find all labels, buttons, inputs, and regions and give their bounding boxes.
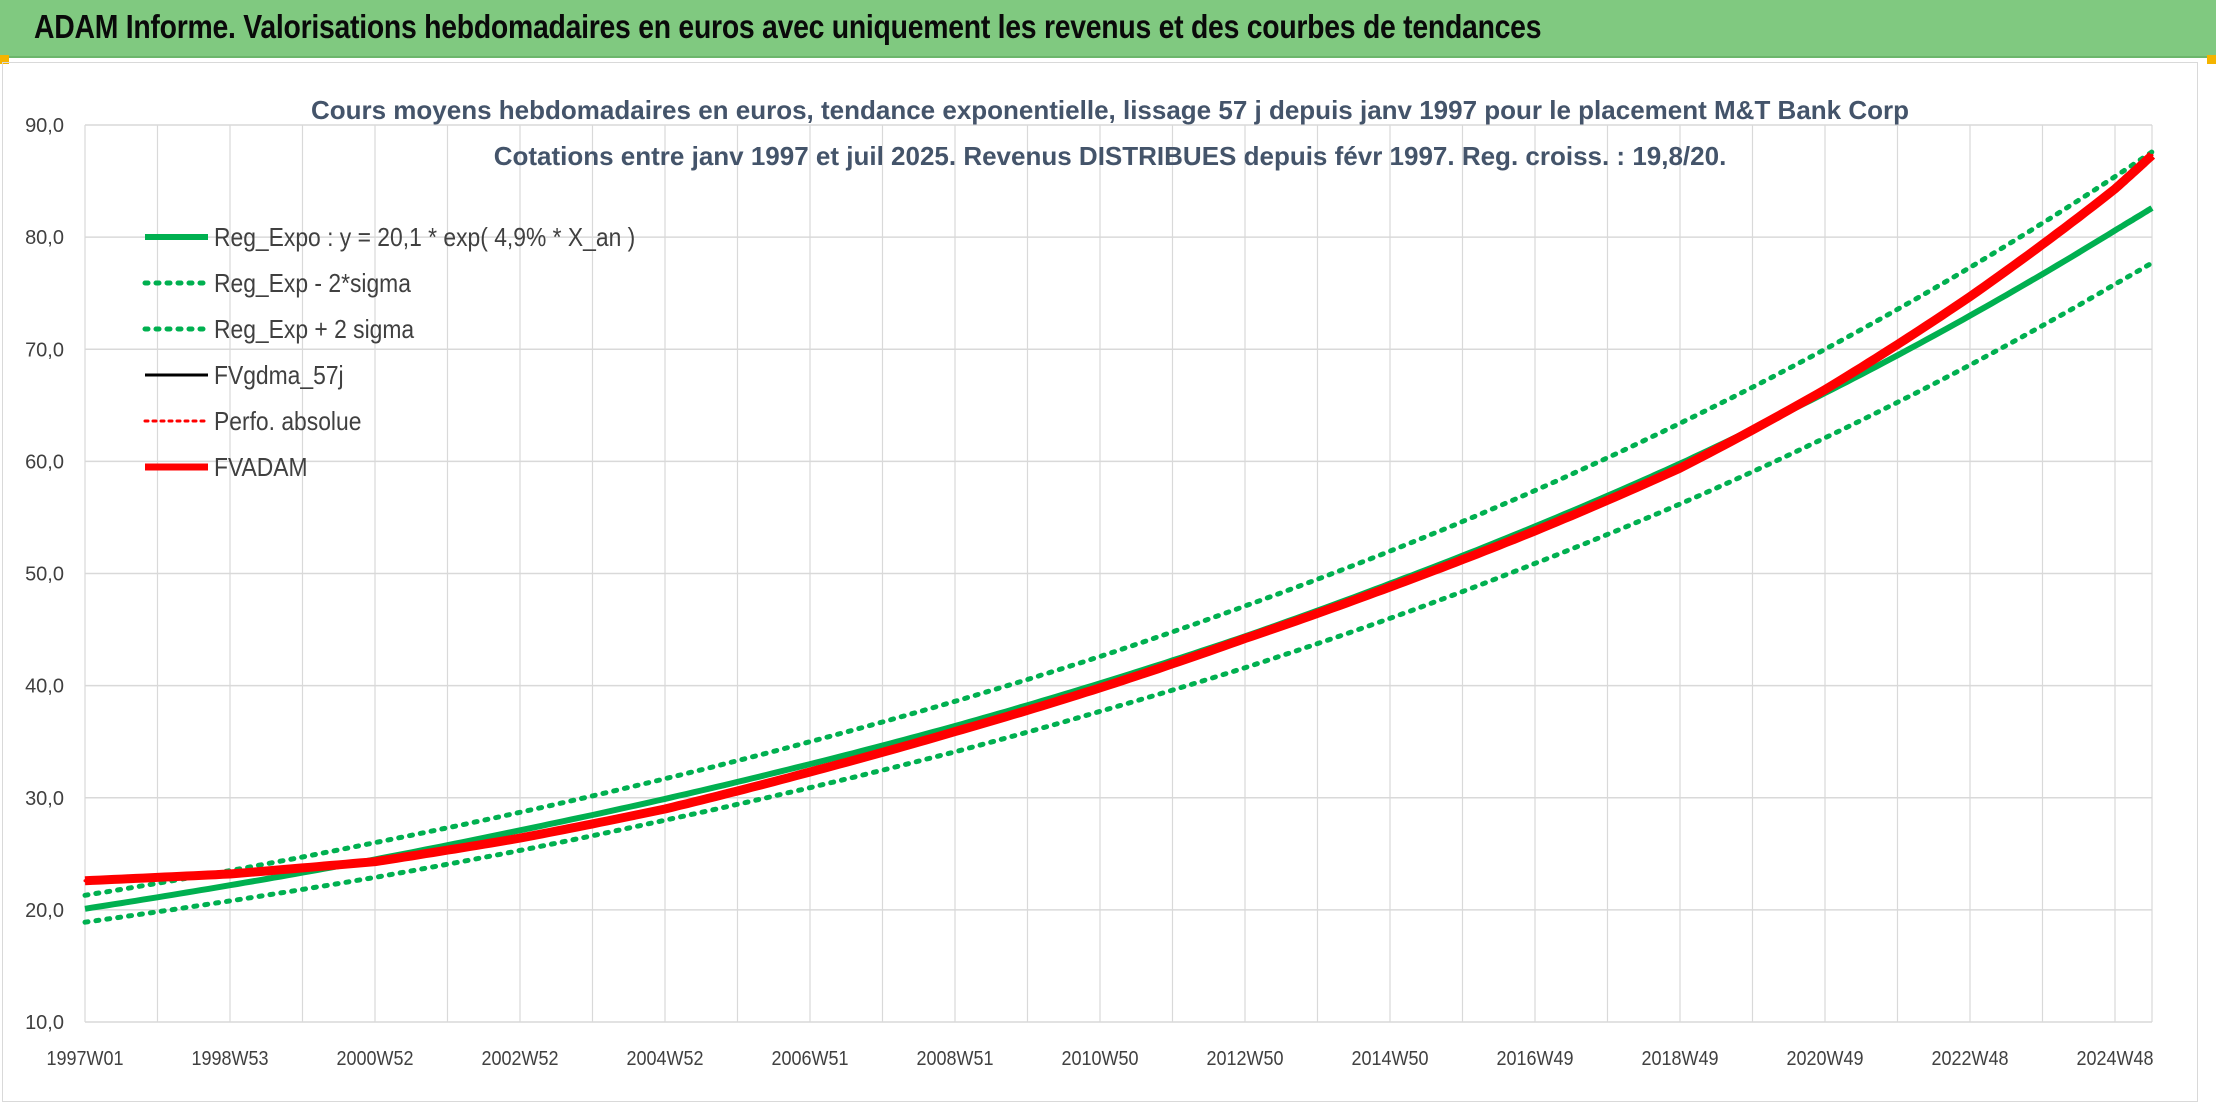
y-tick-label: 40,0 xyxy=(25,676,64,698)
legend: Reg_Expo : y = 20,1 * exp( 4,9% * X_an )… xyxy=(142,224,635,483)
chart-subtitle: Cotations entre janv 1997 et juil 2025. … xyxy=(494,141,1727,171)
legend-label: Reg_Exp + 2 sigma xyxy=(214,316,415,345)
series-line-5 xyxy=(83,153,2154,883)
corner-marker-left xyxy=(0,55,9,64)
y-tick-label: 70,0 xyxy=(25,339,64,361)
x-tick-label: 2022W48 xyxy=(1931,1048,2008,1070)
x-tick-label: 2006W51 xyxy=(771,1048,848,1070)
report-banner: ADAM Informe. Valorisations hebdomadaire… xyxy=(0,0,2216,58)
x-tick-label: 2010W50 xyxy=(1061,1048,1138,1070)
y-axis: 10,0 20,0 30,0 40,0 50,0 60,0 70,0 80,0 90,0 xyxy=(25,115,64,1034)
x-tick-label: 2004W52 xyxy=(626,1048,703,1070)
y-tick-label: 60,0 xyxy=(25,451,64,473)
y-tick-label: 80,0 xyxy=(25,227,64,249)
x-tick-label: 2000W52 xyxy=(336,1048,413,1070)
series-line-1 xyxy=(84,205,2154,912)
y-tick-label: 30,0 xyxy=(25,788,64,810)
report-title: ADAM Informe. Valorisations hebdomadaire… xyxy=(34,8,1542,45)
chart-title: Cours moyens hebdomadaires en euros, ten… xyxy=(311,95,1909,125)
legend-label: Reg_Expo : y = 20,1 * exp( 4,9% * X_an ) xyxy=(214,224,635,253)
y-tick-label: 50,0 xyxy=(25,564,64,586)
x-axis: 1997W01 1998W53 2000W52 2002W52 2004W52 2006W… xyxy=(46,1048,2153,1070)
x-tick-label: 2024W48 xyxy=(2076,1048,2153,1070)
x-tick-label: 2002W52 xyxy=(481,1048,558,1070)
x-tick-label: 1997W01 xyxy=(46,1048,123,1070)
legend-label: Perfo. absolue xyxy=(214,408,361,437)
chart-frame xyxy=(2,62,2198,1102)
x-tick-label: 2012W50 xyxy=(1206,1048,1283,1070)
x-tick-label: 2016W49 xyxy=(1496,1048,1573,1070)
series-line-4 xyxy=(84,154,2154,883)
x-tick-label: 2014W50 xyxy=(1351,1048,1428,1070)
x-tick-label: 2018W49 xyxy=(1641,1048,1718,1070)
x-tick-label: 2020W49 xyxy=(1786,1048,1863,1070)
x-tick-label: 1998W53 xyxy=(191,1048,268,1070)
y-tick-label: 90,0 xyxy=(25,115,64,137)
series-lines xyxy=(82,149,2156,925)
corner-marker-right xyxy=(2207,55,2216,64)
legend-label: FVgdma_57j xyxy=(214,362,344,391)
series-line-6 xyxy=(84,152,2156,886)
legend-label: FVADAM xyxy=(214,454,308,483)
series-line-2 xyxy=(82,260,2155,925)
y-tick-label: 10,0 xyxy=(25,1012,64,1034)
x-tick-label: 2008W51 xyxy=(916,1048,993,1070)
y-tick-label: 20,0 xyxy=(25,900,64,922)
legend-label: Reg_Exp - 2*sigma xyxy=(214,270,411,299)
grid xyxy=(84,124,2153,1023)
series-line-3 xyxy=(82,149,2155,898)
